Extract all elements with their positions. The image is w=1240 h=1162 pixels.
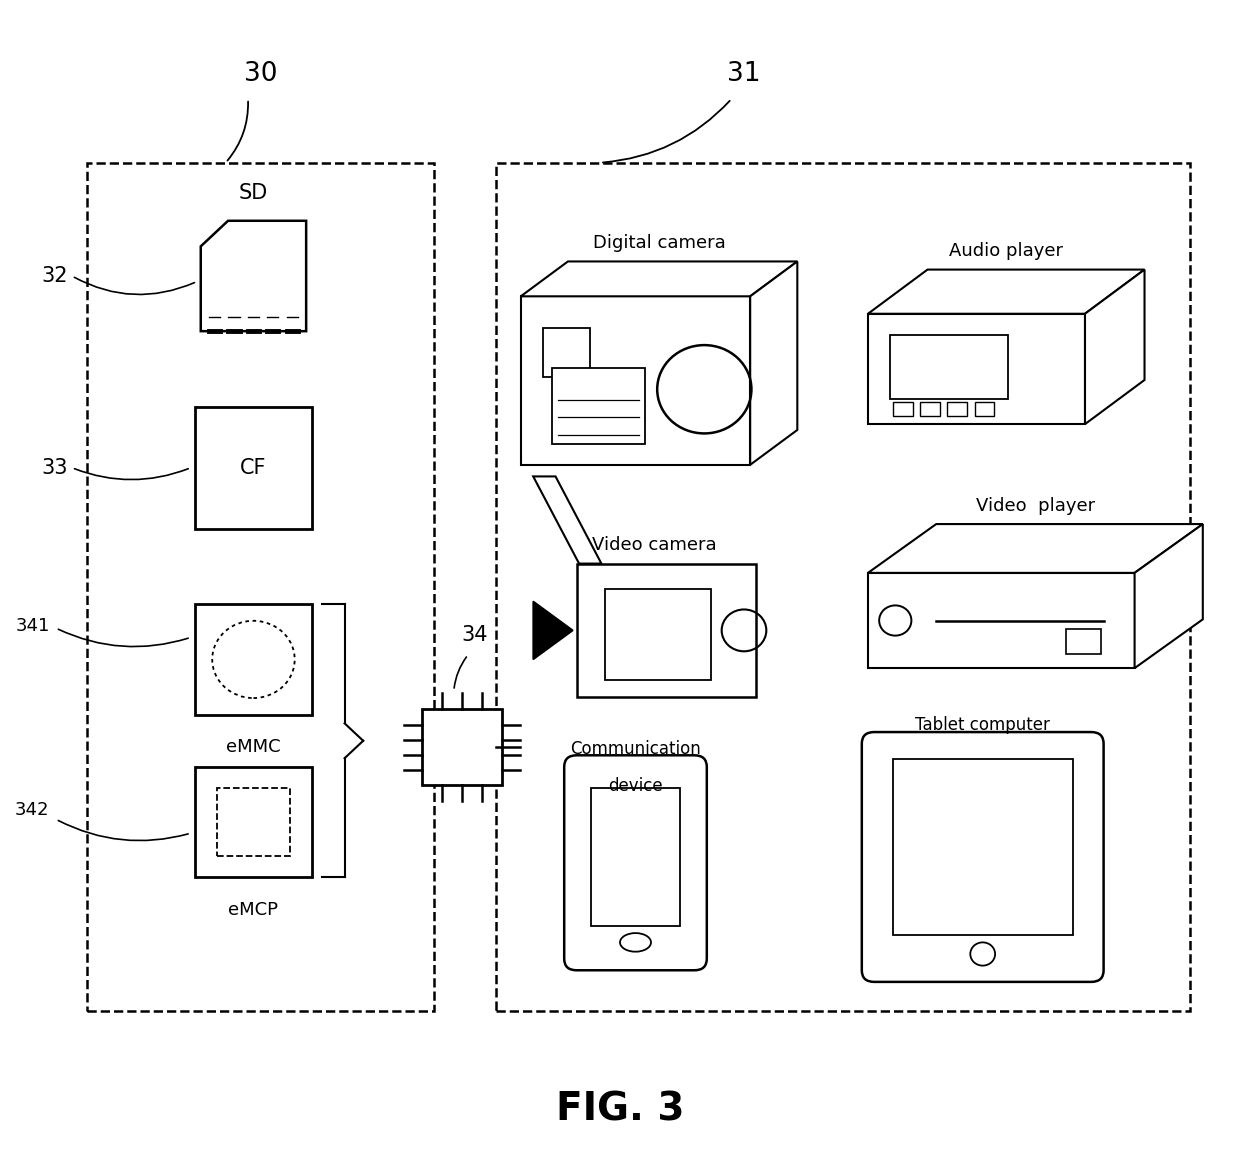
Text: device: device: [608, 777, 663, 795]
Bar: [195, 767, 312, 877]
Bar: [217, 788, 290, 856]
Text: 32: 32: [42, 266, 68, 286]
Bar: [893, 402, 913, 416]
Text: 342: 342: [15, 802, 50, 819]
Polygon shape: [868, 524, 1203, 573]
Polygon shape: [868, 270, 1145, 314]
Text: 341: 341: [15, 617, 50, 634]
Polygon shape: [533, 602, 573, 660]
Text: 34: 34: [461, 625, 487, 646]
Polygon shape: [533, 476, 601, 564]
Bar: [868, 314, 1085, 424]
Text: CF: CF: [241, 458, 267, 478]
Text: Communication: Communication: [570, 740, 701, 758]
Ellipse shape: [620, 933, 651, 952]
Text: FIG. 3: FIG. 3: [556, 1091, 684, 1128]
Polygon shape: [521, 261, 797, 296]
Bar: [893, 759, 1073, 935]
Bar: [975, 402, 994, 416]
Bar: [947, 402, 967, 416]
Bar: [577, 564, 756, 697]
Polygon shape: [750, 261, 797, 465]
Bar: [195, 604, 312, 715]
Bar: [920, 402, 940, 416]
Bar: [496, 163, 1190, 1011]
Bar: [87, 163, 434, 1011]
Text: Digital camera: Digital camera: [593, 235, 725, 252]
Polygon shape: [201, 221, 306, 331]
Bar: [605, 589, 711, 680]
Text: 33: 33: [42, 458, 68, 478]
Bar: [1066, 629, 1101, 654]
Polygon shape: [1085, 270, 1145, 424]
Text: SD: SD: [239, 184, 268, 203]
Text: 31: 31: [727, 62, 761, 87]
Text: Video camera: Video camera: [591, 537, 717, 554]
FancyBboxPatch shape: [564, 755, 707, 970]
Bar: [422, 709, 502, 786]
Text: eMMC: eMMC: [226, 738, 280, 755]
Polygon shape: [1135, 524, 1203, 668]
Bar: [543, 329, 590, 378]
Bar: [552, 368, 645, 444]
Bar: [591, 788, 680, 926]
Bar: [868, 573, 1135, 668]
Bar: [521, 296, 750, 465]
Bar: [195, 407, 312, 529]
Text: Tablet computer: Tablet computer: [915, 717, 1050, 734]
Text: eMCP: eMCP: [228, 901, 279, 918]
FancyBboxPatch shape: [862, 732, 1104, 982]
Text: Audio player: Audio player: [950, 243, 1063, 260]
Text: 30: 30: [243, 62, 278, 87]
Bar: [890, 335, 1008, 399]
Text: Video  player: Video player: [976, 497, 1095, 515]
